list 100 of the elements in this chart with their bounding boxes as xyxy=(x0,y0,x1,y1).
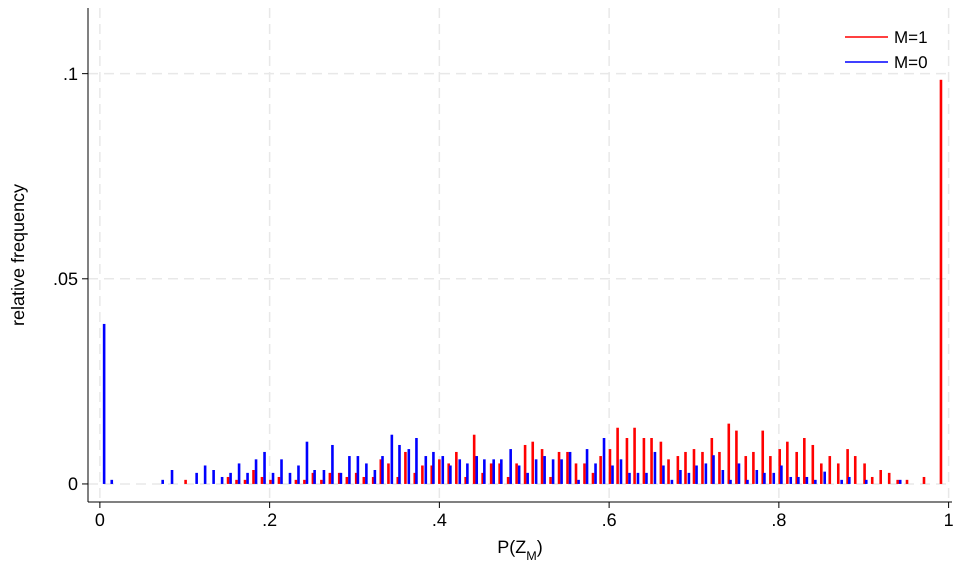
bar xyxy=(515,463,518,484)
bar xyxy=(390,434,394,484)
bar xyxy=(509,449,512,484)
bar xyxy=(695,465,698,484)
x-tick-label: .2 xyxy=(262,510,278,530)
y-tick-label: 0 xyxy=(68,474,78,494)
bar xyxy=(712,455,715,484)
bar xyxy=(356,456,360,484)
bar xyxy=(212,470,215,484)
bar xyxy=(922,476,926,484)
x-tick-label: 0 xyxy=(94,510,105,530)
bar xyxy=(280,459,283,484)
bar xyxy=(424,456,428,484)
bar xyxy=(722,470,724,484)
bar xyxy=(769,456,772,484)
bar xyxy=(654,452,656,484)
y-tick-label: .1 xyxy=(62,64,78,84)
bar xyxy=(660,442,662,484)
bar xyxy=(814,480,817,484)
bar xyxy=(246,472,249,484)
bar xyxy=(592,472,594,484)
bar xyxy=(272,472,274,484)
bar xyxy=(626,438,628,484)
bar xyxy=(483,459,486,484)
bar xyxy=(438,459,441,484)
bar xyxy=(701,452,704,484)
bar xyxy=(415,438,418,484)
bar xyxy=(586,449,588,484)
bar xyxy=(278,476,280,484)
bar xyxy=(898,480,902,484)
bar xyxy=(735,430,738,484)
bar xyxy=(780,465,783,484)
bar xyxy=(870,476,874,484)
x-tick-label: .8 xyxy=(771,510,786,530)
bar xyxy=(633,428,636,484)
x-tick-label: 1 xyxy=(944,510,954,530)
bar xyxy=(421,465,424,484)
bar xyxy=(763,472,766,484)
bar xyxy=(558,452,560,484)
y-tick-label: .05 xyxy=(52,269,78,290)
bar xyxy=(269,480,272,484)
y-axis-title: relative frequency xyxy=(8,184,28,326)
bar xyxy=(263,452,266,484)
bar xyxy=(526,472,529,484)
bar xyxy=(729,480,732,484)
bar xyxy=(670,480,674,484)
bar xyxy=(320,480,323,484)
bar xyxy=(888,472,890,484)
bar xyxy=(348,456,351,484)
bar xyxy=(549,476,552,484)
bar xyxy=(102,324,106,484)
bar xyxy=(500,459,503,484)
bar xyxy=(195,472,198,484)
bar xyxy=(226,476,230,484)
bar xyxy=(568,452,572,484)
x-tick-label: .6 xyxy=(602,510,617,530)
bar xyxy=(398,444,401,484)
bar xyxy=(620,459,622,484)
bar xyxy=(688,472,690,484)
bar xyxy=(786,442,789,484)
bar xyxy=(306,442,308,484)
bar xyxy=(387,463,390,484)
bar xyxy=(840,480,843,484)
bar xyxy=(772,472,776,484)
bar xyxy=(362,476,366,484)
bar xyxy=(238,463,240,484)
bar xyxy=(455,452,458,484)
bar xyxy=(184,480,187,484)
bar xyxy=(574,463,578,484)
bar xyxy=(110,480,114,484)
legend-label: M=0 xyxy=(894,52,928,72)
bar xyxy=(170,470,174,484)
bar xyxy=(642,438,646,484)
bar xyxy=(879,470,882,484)
bar xyxy=(432,452,435,484)
bar xyxy=(752,452,755,484)
bar xyxy=(506,476,510,484)
bar xyxy=(636,472,640,484)
bar xyxy=(466,463,469,484)
bar xyxy=(583,463,586,484)
bar xyxy=(294,480,298,484)
bar xyxy=(288,472,292,484)
bar xyxy=(328,472,332,484)
bar xyxy=(552,459,554,484)
bar xyxy=(303,480,306,484)
bar xyxy=(560,459,563,484)
bar xyxy=(404,452,407,484)
bar xyxy=(727,424,730,484)
bar xyxy=(676,456,680,484)
bar xyxy=(797,476,800,484)
bar xyxy=(313,470,316,484)
bar xyxy=(738,463,740,484)
bar xyxy=(408,449,410,484)
bar xyxy=(492,459,495,484)
bar xyxy=(812,444,814,484)
bar xyxy=(611,465,614,484)
bar xyxy=(244,480,246,484)
bar xyxy=(896,480,899,484)
bar xyxy=(650,438,653,484)
bar xyxy=(235,480,238,484)
